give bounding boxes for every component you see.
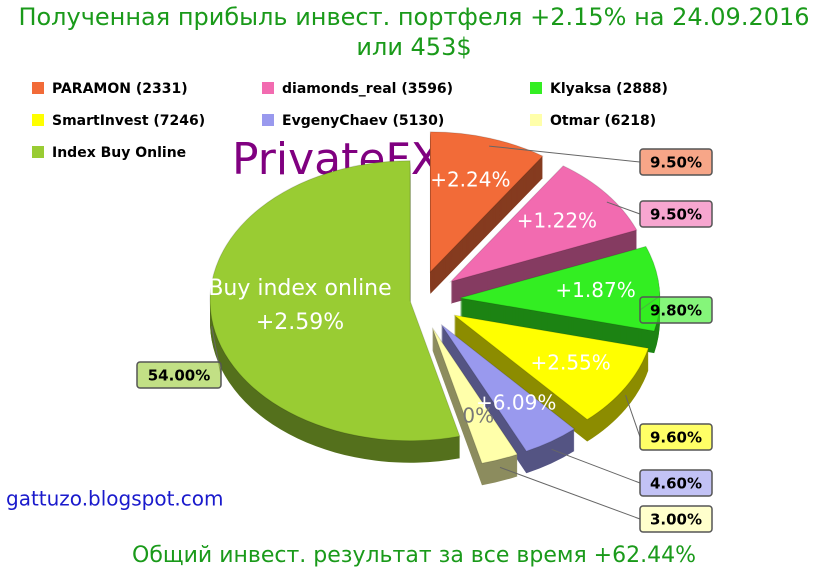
slice-label: 0% [462,404,494,428]
slice-label: +6.09% [476,390,556,414]
slice [440,324,576,452]
legend-swatch [262,114,274,126]
slice [459,245,661,332]
leader-line [606,201,641,215]
value-label: 9.50% [650,206,702,224]
legend-label: Index Buy Online [52,145,186,161]
legend-swatch [32,146,44,158]
value-label: 9.60% [650,429,702,447]
slice-label: +1.22% [517,209,597,233]
legend-label: SmartInvest (7246) [52,113,205,129]
leader-line [499,466,641,520]
value-label-box [639,148,713,176]
legend-swatch [262,82,274,94]
value-label-box [639,200,713,228]
value-label-box [136,361,222,389]
value-label-box [639,505,713,533]
legend-swatch [32,82,44,94]
value-label-box [639,423,713,451]
leader-line [551,448,641,484]
value-label: 54.00% [148,367,210,385]
slice-label: +2.55% [530,351,610,375]
legend-label: diamonds_real (3596) [282,81,453,97]
legend-label: EvgenyChaev (5130) [282,113,444,129]
slice-label: Buy index online +2.59% [208,276,392,335]
slice [209,160,461,442]
value-label-box [639,296,713,324]
chart-title: Полученная прибыль инвест. портфеля +2.1… [18,3,810,61]
legend-swatch [32,114,44,126]
slice-label: +2.24% [430,167,510,191]
slice [431,327,519,464]
legend-label: Klyaksa (2888) [550,81,668,97]
value-label: 3.00% [650,511,702,529]
legend-label: PARAMON (2331) [52,81,188,97]
slice [429,131,544,274]
legend-swatch [530,114,542,126]
slice [449,165,638,283]
leader-line [489,145,641,163]
legend-label: Otmar (6218) [550,113,656,129]
footer: Общий инвест. результат за все время +62… [132,543,696,568]
value-label: 4.60% [650,475,702,493]
legend-swatch [530,82,542,94]
value-label: 9.80% [650,302,702,320]
slice-label: +1.87% [555,278,635,302]
value-label-box [639,469,713,497]
source: gattuzo.blogspot.com [6,487,224,511]
leader-line [625,394,641,438]
slice [453,314,650,421]
value-label: 9.50% [650,154,702,172]
